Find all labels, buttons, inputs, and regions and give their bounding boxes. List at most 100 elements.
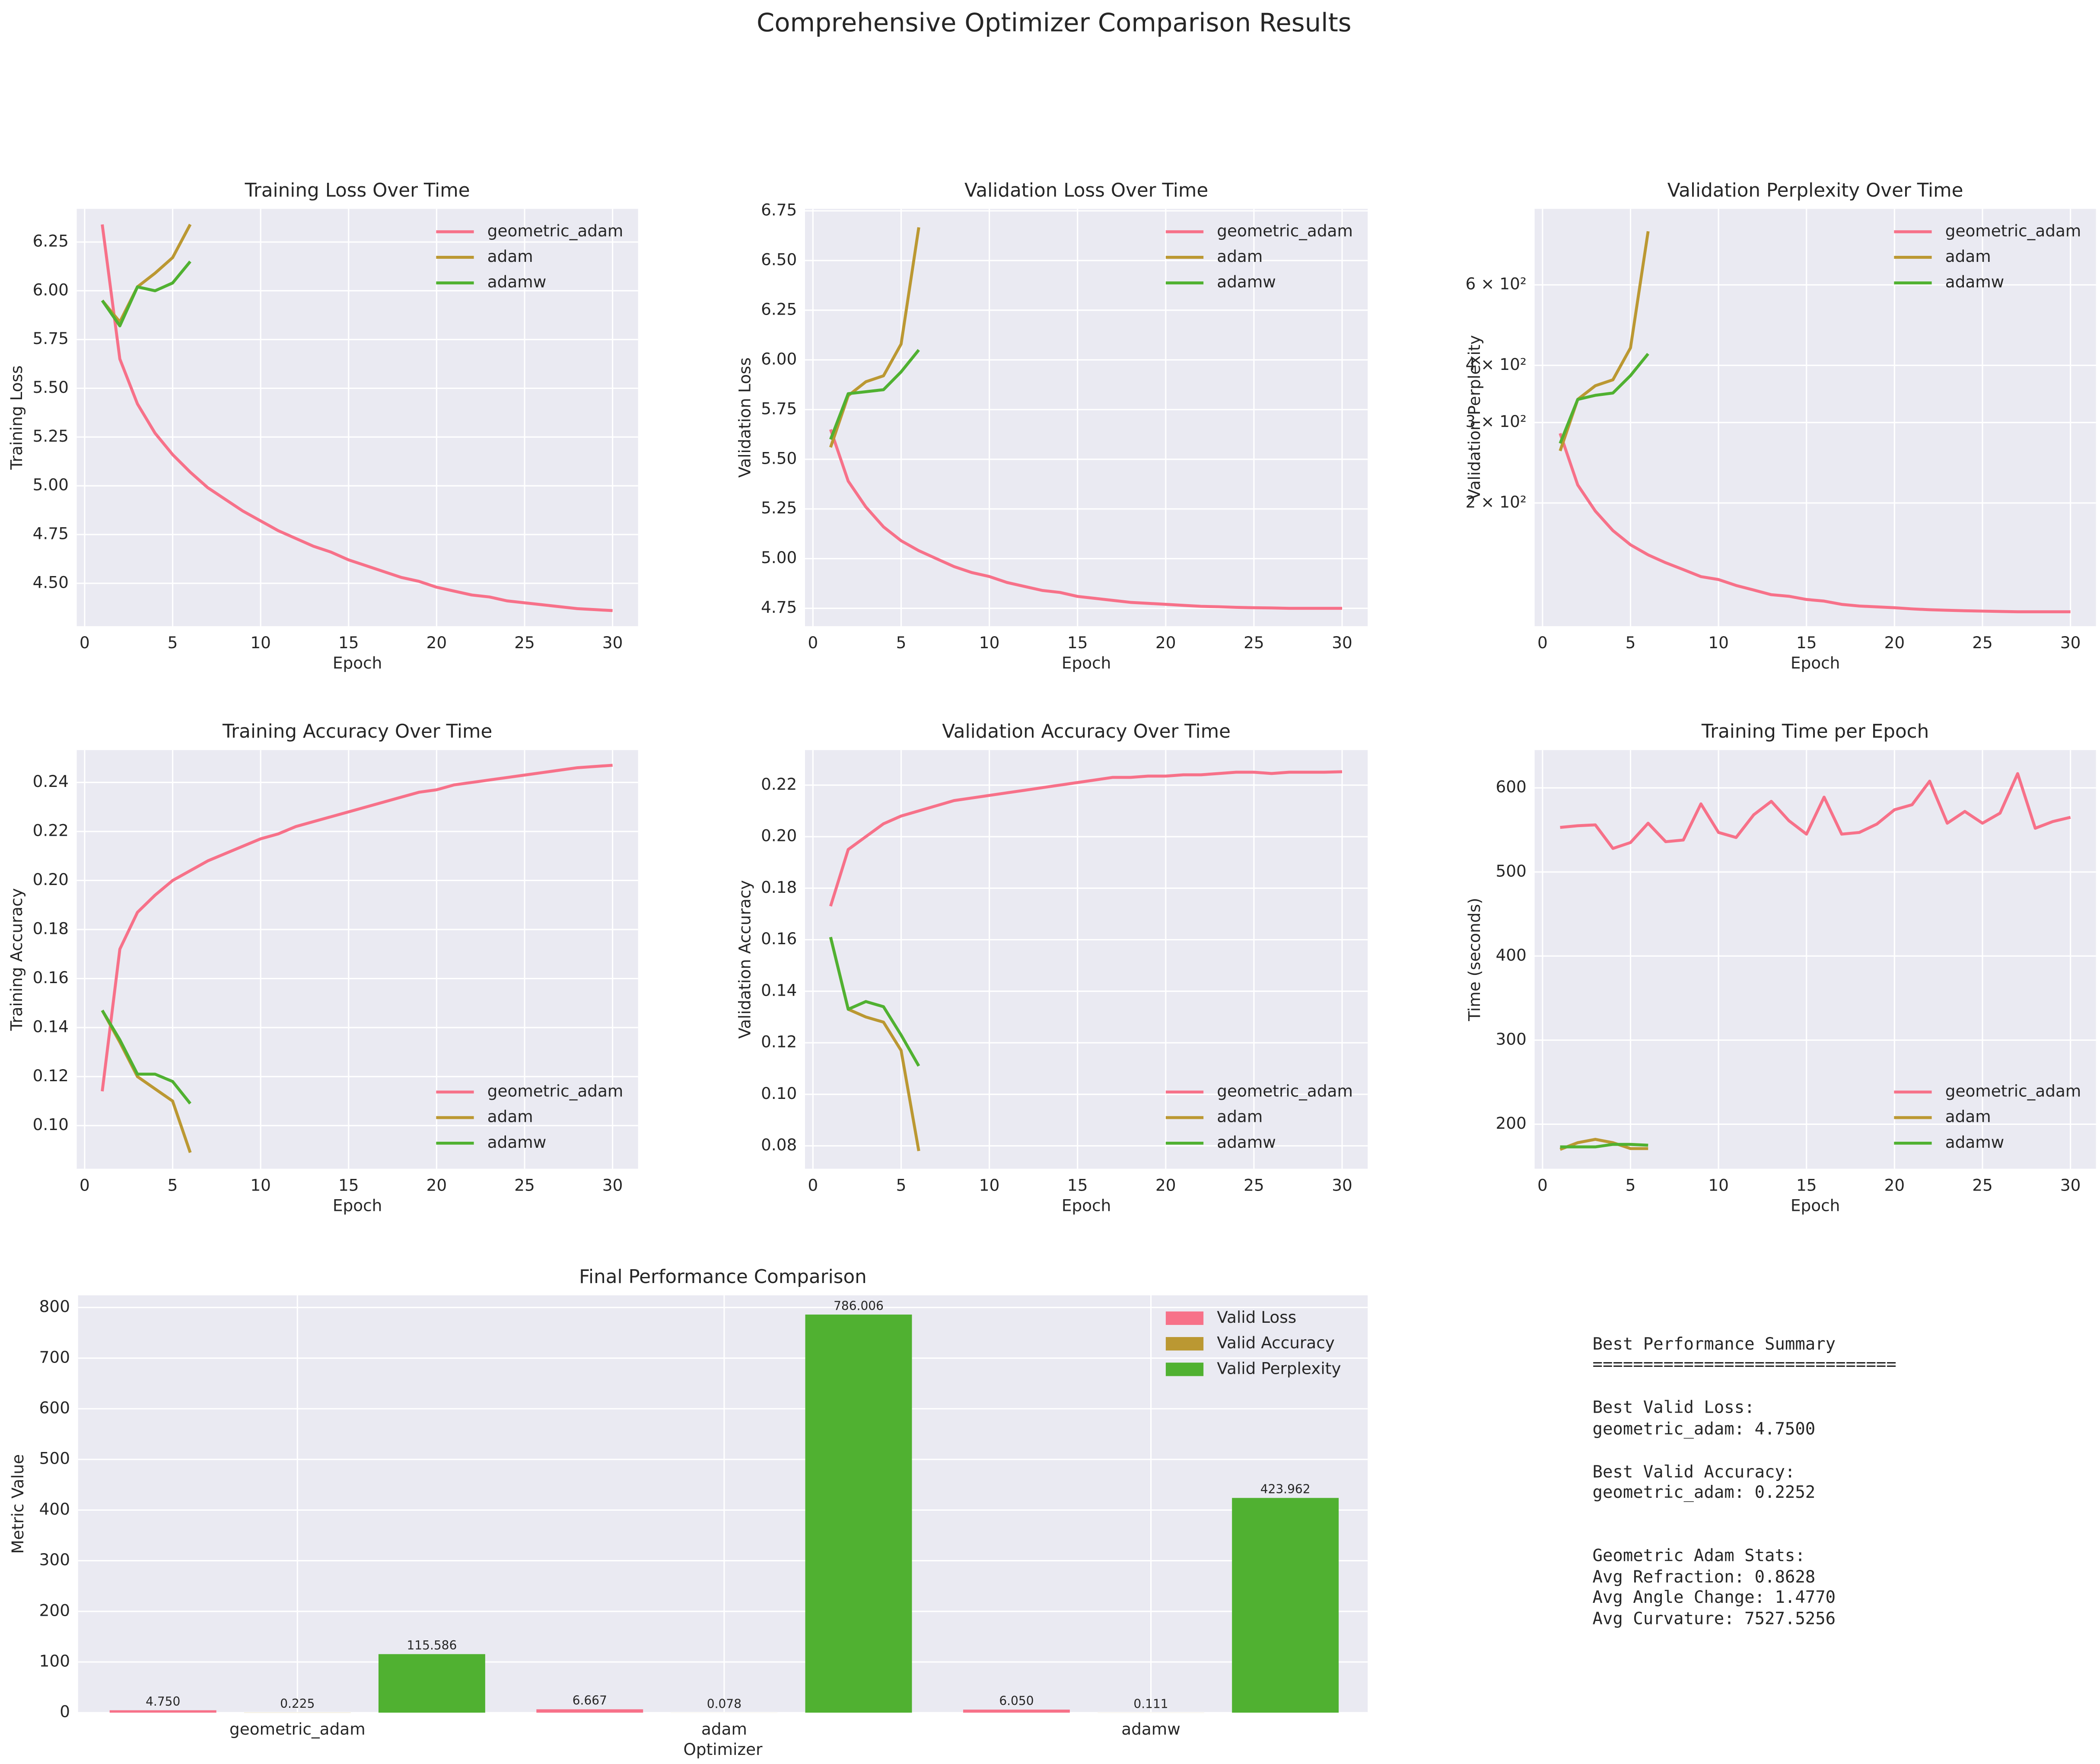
line-series xyxy=(1559,433,2071,614)
plot-area xyxy=(1534,750,2096,1169)
legend-swatch xyxy=(1165,1311,1204,1325)
summary-line: Avg Angle Change: 1.4770 xyxy=(1593,1588,1836,1607)
plot-area xyxy=(805,750,1368,1169)
y-tick-label: 0.16 xyxy=(761,929,797,948)
chart-title: Final Performance Comparison xyxy=(579,1266,867,1288)
line-series xyxy=(101,224,613,612)
line-series xyxy=(829,429,1343,610)
x-tick-label: 25 xyxy=(1244,1176,1264,1195)
bar xyxy=(109,1710,216,1713)
bar xyxy=(1232,1498,1339,1713)
x-tick-label: 5 xyxy=(168,1176,178,1195)
y-axis-label: Training Loss xyxy=(7,366,26,470)
y-tick-label: 200 xyxy=(39,1601,70,1620)
bar xyxy=(963,1710,1070,1713)
line-series xyxy=(1560,1143,1648,1149)
y-tick-label: 6.50 xyxy=(761,250,797,269)
bar-value-label: 6.667 xyxy=(573,1694,607,1708)
x-tick-label: 10 xyxy=(979,633,1000,652)
line-series xyxy=(1560,772,2071,850)
x-axis-label: Epoch xyxy=(333,1196,382,1215)
y-tick-label: 700 xyxy=(39,1347,70,1366)
y-tick-label: 5.00 xyxy=(33,475,69,494)
chart-title: Training Loss Over Time xyxy=(245,180,470,201)
y-tick-label: 0.18 xyxy=(761,878,797,897)
legend-label: adam xyxy=(487,247,533,266)
chart-title: Validation Perplexity Over Time xyxy=(1667,180,1963,201)
x-axis-label: Epoch xyxy=(1791,1196,1840,1215)
chart-title: Training Accuracy Over Time xyxy=(222,721,492,742)
y-tick-label: 400 xyxy=(1496,946,1527,965)
y-axis-label: Training Accuracy xyxy=(7,888,26,1031)
y-tick-label: 6.75 xyxy=(761,200,797,219)
legend-label: adamw xyxy=(487,272,547,291)
y-tick-label: 600 xyxy=(39,1398,70,1417)
legend-label: geometric_adam xyxy=(1945,1082,2081,1101)
y-tick-label: 0.12 xyxy=(33,1066,69,1085)
line-series xyxy=(829,349,920,440)
y-tick-label: 5.50 xyxy=(761,449,797,468)
y-tick-label: 0.10 xyxy=(33,1115,69,1134)
y-tick-label: 0.22 xyxy=(33,821,69,840)
y-tick-label: 5.00 xyxy=(761,548,797,567)
x-tick-label: 15 xyxy=(1796,633,1817,652)
y-tick-label: 300 xyxy=(1496,1029,1527,1048)
bar xyxy=(378,1654,485,1713)
y-tick-label: 5.75 xyxy=(761,399,797,418)
y-tick-label: 600 xyxy=(1496,777,1527,796)
line-series xyxy=(829,936,920,1067)
x-tick-label: 30 xyxy=(2060,1176,2081,1195)
summary-line: Best Performance Summary xyxy=(1593,1334,1836,1354)
x-tick-label: 20 xyxy=(1155,1176,1176,1195)
x-tick-label: 10 xyxy=(250,633,271,652)
y-tick-label: 0.20 xyxy=(33,870,69,889)
x-tick-label: 30 xyxy=(1332,633,1352,652)
x-tick-label: 0 xyxy=(1537,633,1548,652)
x-tick-label: 10 xyxy=(1708,1176,1729,1195)
x-tick-label: 10 xyxy=(250,1176,271,1195)
y-tick-label: 200 xyxy=(1496,1114,1527,1133)
x-tick-label: 0 xyxy=(808,1176,818,1195)
x-tick-label: 15 xyxy=(1067,633,1088,652)
line-series xyxy=(101,1009,191,1105)
summary-line: geometric_adam: 0.2252 xyxy=(1593,1483,1816,1502)
y-tick-label: 6.00 xyxy=(33,280,69,299)
legend-label: geometric_adam xyxy=(1217,1082,1353,1101)
chart-title: Validation Loss Over Time xyxy=(964,180,1208,201)
legend-swatch xyxy=(1165,1363,1204,1376)
x-tick-label: 30 xyxy=(602,1176,623,1195)
summary-line: ============================== xyxy=(1593,1355,1896,1374)
summary-line: Geometric Adam Stats: xyxy=(1593,1546,1805,1565)
x-tick-label: adamw xyxy=(1121,1719,1180,1739)
y-tick-label: 0.10 xyxy=(761,1084,797,1103)
y-tick-label: 0 xyxy=(60,1702,70,1721)
x-tick-label: 20 xyxy=(1155,633,1176,652)
y-tick-label: 0.14 xyxy=(33,1017,69,1036)
x-tick-label: 5 xyxy=(1626,633,1636,652)
summary-line: Avg Curvature: 7527.5256 xyxy=(1593,1609,1836,1629)
summary-line: Best Valid Accuracy: xyxy=(1593,1462,1795,1482)
x-tick-label: 30 xyxy=(602,633,623,652)
legend-label: adamw xyxy=(1217,1133,1276,1152)
plot-area xyxy=(805,209,1368,627)
y-tick-label: 6.00 xyxy=(761,349,797,368)
bar-value-label: 0.225 xyxy=(280,1697,315,1711)
legend-label: adam xyxy=(1945,247,1991,266)
y-axis-label: Validation Loss xyxy=(735,357,754,478)
x-tick-label: 0 xyxy=(808,633,818,652)
x-tick-label: 20 xyxy=(426,633,447,652)
plot-area xyxy=(76,209,638,627)
bar-value-label: 0.078 xyxy=(707,1697,741,1711)
y-tick-label: 0.14 xyxy=(761,981,797,1000)
line-series xyxy=(101,764,613,1092)
plot-area xyxy=(76,750,638,1169)
legend-label: adam xyxy=(1217,1107,1263,1126)
x-tick-label: 20 xyxy=(1884,633,1905,652)
legend-label: adam xyxy=(487,1107,533,1126)
bar xyxy=(805,1314,912,1713)
y-axis-label: Validation Perplexity xyxy=(1465,335,1484,500)
summary-line: geometric_adam: 4.7500 xyxy=(1593,1419,1816,1439)
x-tick-label: 0 xyxy=(80,1176,90,1195)
